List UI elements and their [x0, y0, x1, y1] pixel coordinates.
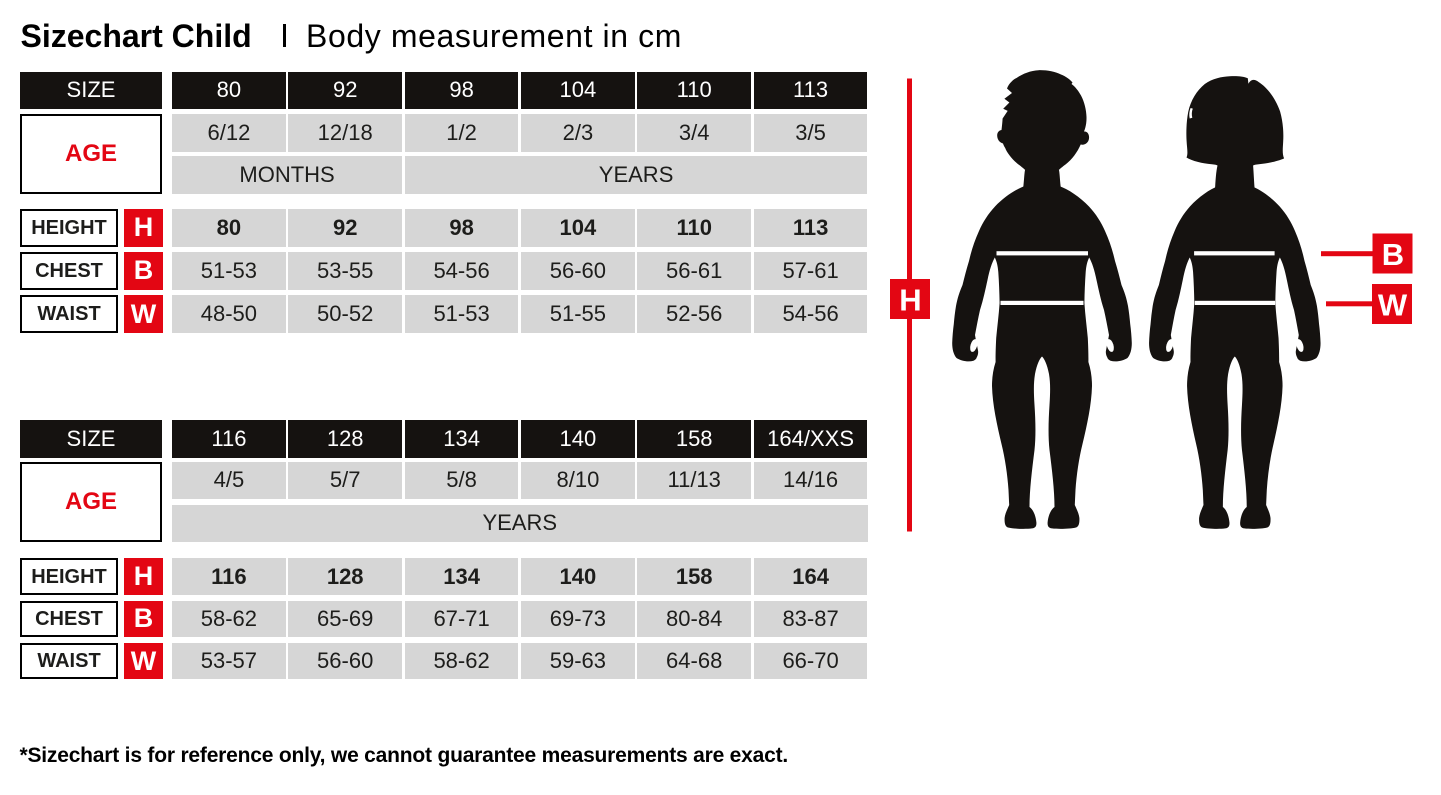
svg-text:B: B [1382, 237, 1404, 272]
svg-text:W: W [1378, 287, 1408, 322]
svg-text:H: H [899, 282, 921, 317]
